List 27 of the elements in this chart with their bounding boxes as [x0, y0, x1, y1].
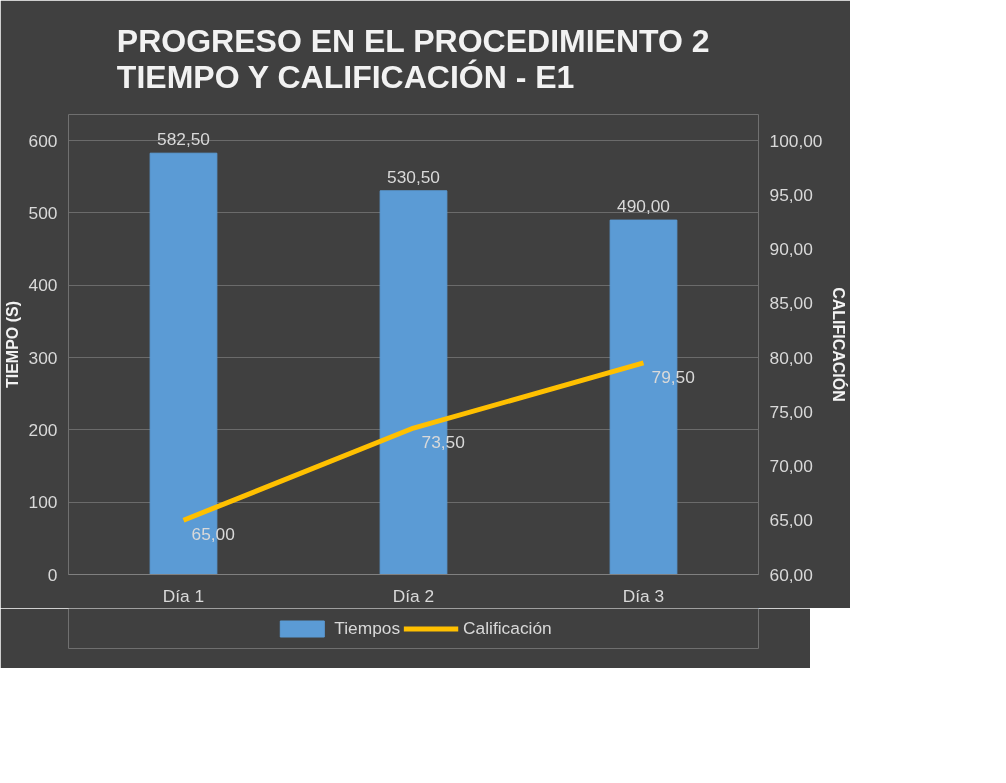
y2-tick-label: 95,00	[769, 184, 813, 205]
y-tick-label: 300	[28, 347, 58, 368]
y2-tick-label: 70,00	[769, 456, 813, 477]
y2-tick-label: 100,00	[769, 130, 823, 151]
y-tick-label: 200	[28, 419, 58, 440]
x-tick-label: Día 2	[392, 585, 435, 606]
y2-tick-label: 80,00	[769, 347, 813, 368]
y-axis-title: TIEMPO (S)	[3, 300, 21, 389]
data-label: 530,50	[387, 166, 440, 187]
data-label: 490,00	[617, 196, 670, 217]
y-tick-label: 600	[28, 130, 58, 151]
x-tick-label: Día 3	[622, 585, 665, 606]
y2-tick-label: 75,00	[769, 401, 813, 422]
y2-tick-label: 90,00	[769, 239, 813, 260]
data-label: 582,50	[157, 129, 210, 150]
legend-label: Calificación	[463, 617, 552, 639]
y2-tick-label: 65,00	[769, 510, 813, 531]
y2-axis-title: CALIFICACIÓN	[830, 287, 849, 402]
y-tick-label: 500	[28, 202, 58, 223]
y-tick-label: 400	[28, 275, 58, 296]
y2-tick-label: 60,00	[769, 564, 813, 585]
chart-title: PROGRESO EN EL PROCEDIMIENTO 2 TIEMPO Y CALIFICACIÓN - E1	[116, 22, 710, 95]
legend-label: Tiempos	[334, 617, 401, 639]
y-tick-label: 100	[28, 492, 58, 513]
x-tick-label: Día 1	[162, 585, 205, 606]
y-tick-label: 0	[47, 564, 58, 585]
y2-tick-label: 85,00	[769, 293, 813, 314]
